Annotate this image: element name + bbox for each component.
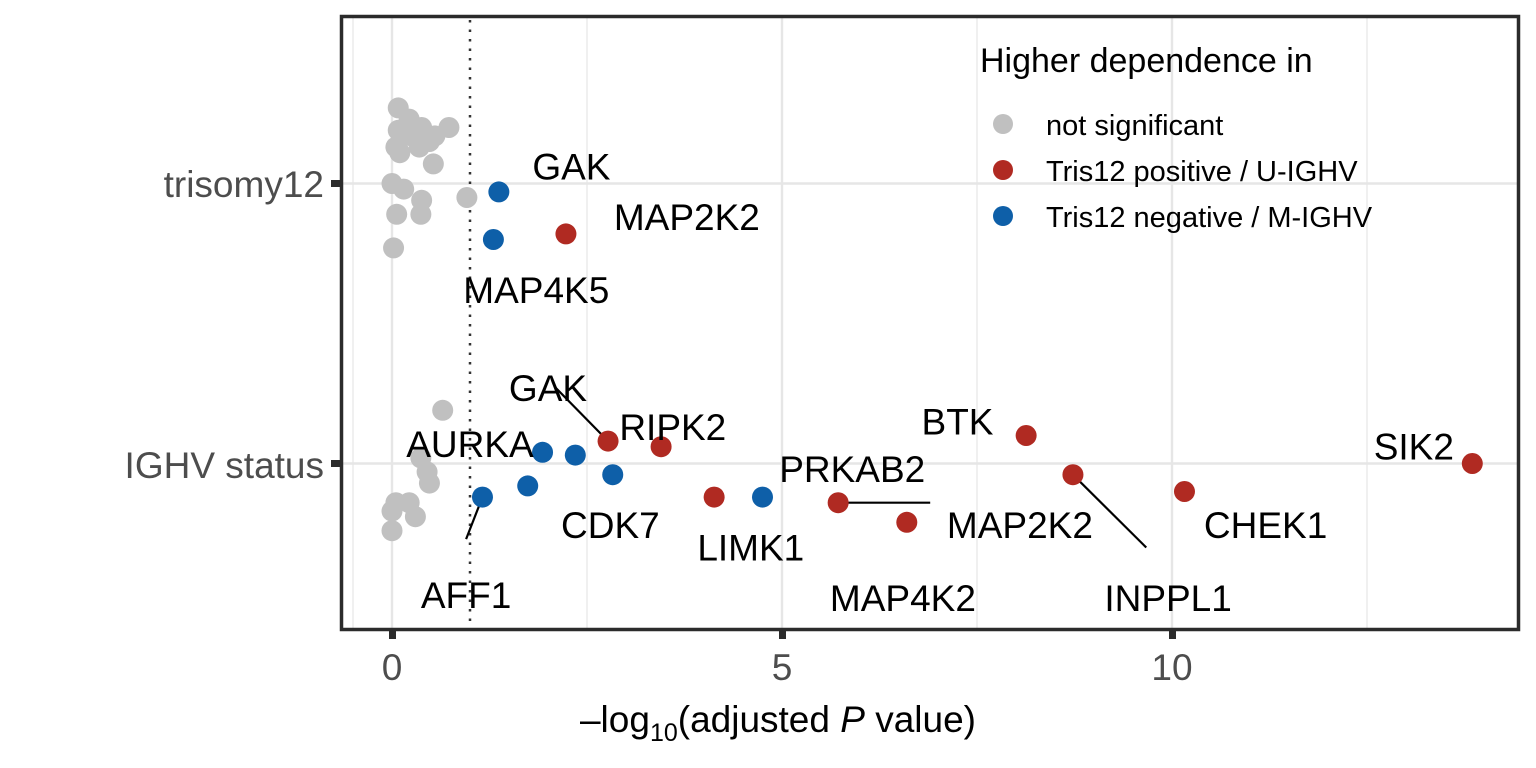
gene-label-aurka: AURKA — [406, 424, 534, 465]
label-connector-lines — [465, 387, 1148, 549]
x-tick-label-5: 5 — [772, 647, 793, 688]
point-map2k2 — [827, 492, 849, 514]
x-tick-0 — [389, 631, 396, 639]
point-not-significant — [422, 153, 444, 175]
point-not-significant — [410, 203, 432, 225]
x-tick-label-10: 10 — [1151, 647, 1192, 688]
point-map4k2 — [896, 511, 918, 533]
x-axis-title-italic: P — [840, 699, 865, 740]
x-axis-title-prefix: –log — [580, 699, 650, 740]
point-map4k5 — [482, 229, 504, 250]
point-gak — [488, 181, 510, 203]
gene-label-inppl1: INPPL1 — [1104, 578, 1232, 619]
point-sik2 — [1461, 453, 1483, 474]
gene-label-map4k2: MAP4K2 — [830, 578, 976, 619]
gene-label-limk1: LIMK1 — [697, 528, 804, 569]
x-axis-title: –log10(adjusted P value) — [580, 699, 976, 747]
legend-key-tris12-positive — [993, 160, 1013, 180]
y-tick-label-ighv-status: IGHV status — [125, 445, 324, 486]
x-tick-label-0: 0 — [382, 647, 403, 688]
grid-lines — [343, 18, 1517, 628]
label-connector — [1072, 473, 1148, 549]
point-not-significant — [381, 520, 403, 542]
point-not-significant — [381, 500, 403, 522]
point-not-significant — [383, 237, 405, 259]
legend: Higher dependence in not significant Tri… — [980, 42, 1373, 234]
x-axis-title-suffix: value) — [865, 699, 976, 740]
y-tick-ighv-status — [331, 460, 340, 467]
gene-label-chek1: CHEK1 — [1204, 505, 1327, 546]
point-not-significant — [456, 187, 478, 208]
point-not-significant — [432, 399, 454, 421]
data-points — [381, 97, 1483, 542]
x-axis-title-subscript: 10 — [650, 719, 678, 747]
x-tick-5 — [779, 631, 786, 639]
point-map2k2 — [555, 223, 577, 245]
x-tick-10 — [1169, 631, 1176, 639]
y-tick-label-trisomy12: trisomy12 — [164, 164, 324, 205]
y-tick-trisomy12 — [331, 180, 340, 187]
gene-label-btk: BTK — [922, 402, 994, 443]
point-btk — [1015, 425, 1037, 446]
point-not-significant — [438, 117, 460, 138]
legend-key-not-significant — [993, 114, 1013, 134]
point-not-significant — [517, 475, 539, 497]
label-connector — [555, 387, 609, 442]
legend-key-tris12-negative — [993, 206, 1013, 226]
point-ripk2 — [650, 436, 672, 458]
point-gak — [597, 430, 619, 452]
point-not-significant — [389, 142, 411, 164]
gene-label-gak: GAK — [532, 147, 610, 188]
legend-label-not-significant: not significant — [1046, 110, 1223, 142]
point-chek1 — [1173, 481, 1195, 502]
point-aff1 — [471, 486, 493, 508]
point-not-significant — [564, 444, 586, 466]
point-inppl1 — [1062, 464, 1084, 486]
plot-panel-border — [339, 14, 1521, 632]
gene-label-ripk2: RIPK2 — [619, 407, 726, 448]
gene-label-prkab2: PRKAB2 — [779, 449, 925, 490]
point-not-significant — [393, 178, 415, 200]
gene-label-aff1: AFF1 — [421, 575, 511, 616]
point-aurka — [532, 441, 554, 463]
point-not-significant — [386, 203, 408, 225]
gene-labels: GAKMAP2K2MAP4K5GAKRIPK2AURKACDK7AFF1LIMK… — [406, 147, 1454, 619]
point-limk1 — [703, 486, 725, 508]
gene-label-sik2: SIK2 — [1374, 427, 1454, 468]
gene-label-cdk7: CDK7 — [561, 505, 660, 546]
point-cdk7 — [602, 464, 624, 486]
gene-label-map2k2: MAP2K2 — [947, 505, 1093, 546]
y-axis: trisomy12 IGHV status — [125, 164, 340, 486]
point-not-significant — [404, 506, 426, 528]
point-not-significant — [418, 131, 440, 152]
gene-label-map2k2: MAP2K2 — [614, 197, 760, 238]
gene-label-map4k5: MAP4K5 — [463, 270, 609, 311]
x-axis-title-open: (adjusted — [678, 699, 841, 740]
legend-label-tris12-negative: Tris12 negative / M-IGHV — [1046, 202, 1373, 234]
x-axis: 0 5 10 –log10(adjusted P value) — [382, 631, 1193, 747]
point-not-significant — [418, 472, 440, 494]
legend-title: Higher dependence in — [980, 42, 1313, 80]
legend-label-tris12-positive: Tris12 positive / U-IGHV — [1046, 156, 1358, 188]
point-prkab2 — [752, 486, 773, 508]
gene-label-gak: GAK — [509, 368, 587, 409]
